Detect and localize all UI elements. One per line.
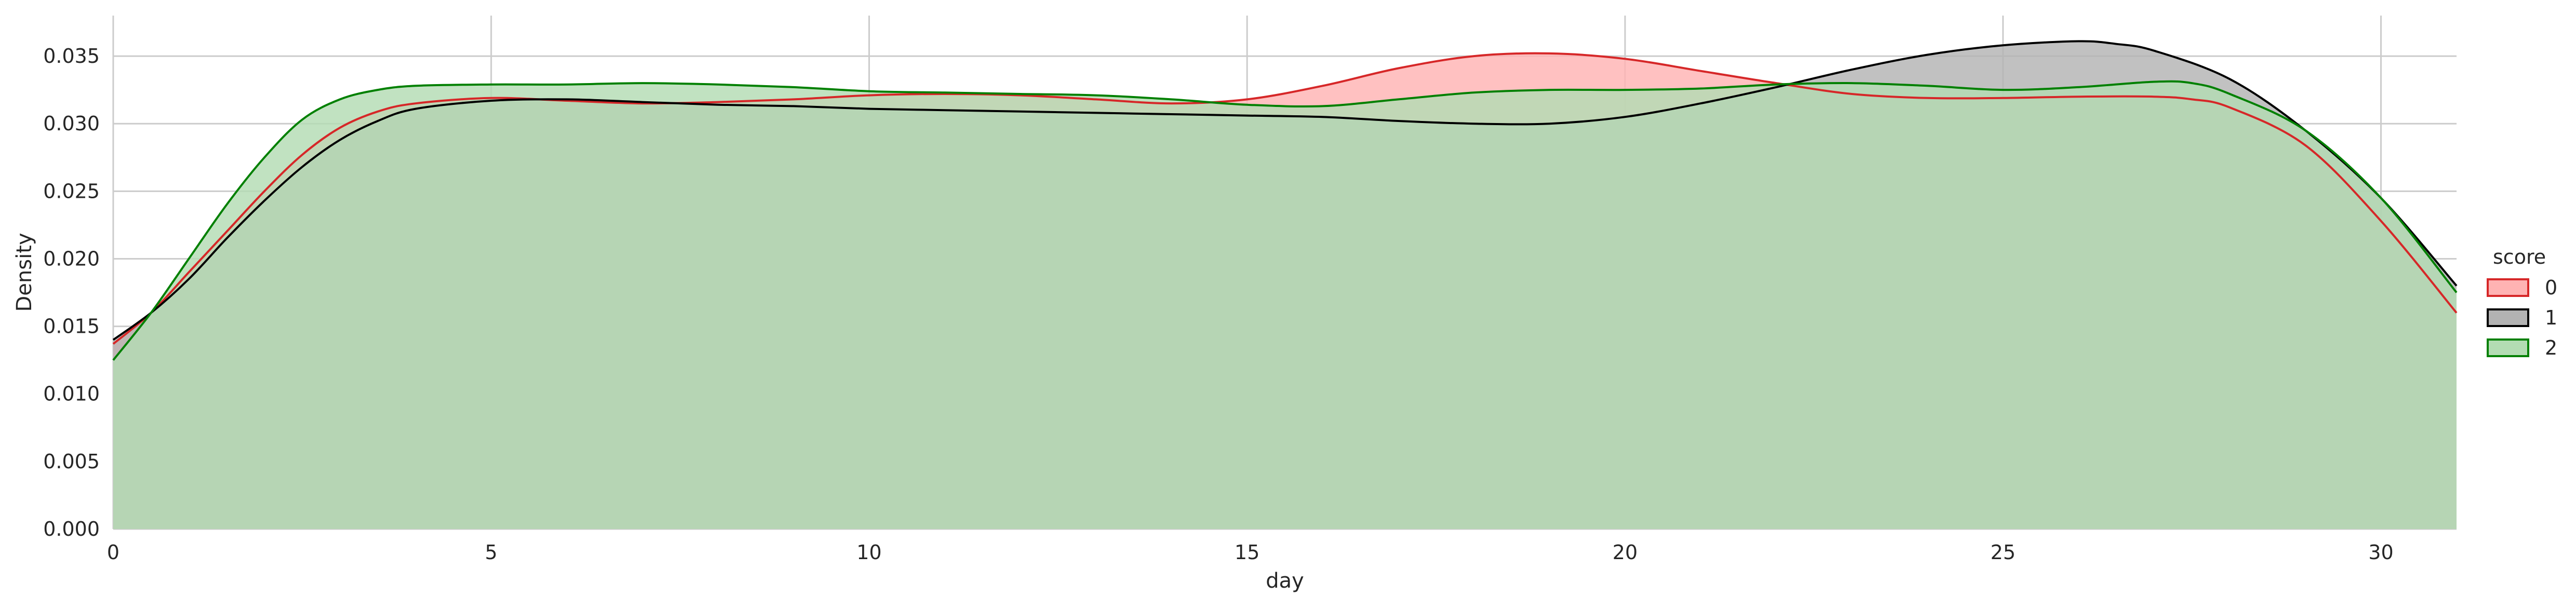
x-tick-label: 0 (107, 541, 119, 564)
y-tick-label: 0.005 (43, 450, 100, 473)
legend-label-score-2: 2 (2545, 336, 2557, 359)
legend-swatch-score-0 (2487, 278, 2529, 297)
legend-title: score (2493, 246, 2546, 268)
y-tick-label: 0.020 (43, 247, 100, 270)
x-tick-label: 25 (1991, 541, 2016, 564)
x-tick-label: 5 (485, 541, 498, 564)
density-line-score-2 (112, 80, 2458, 361)
x-tick-label: 10 (856, 541, 881, 564)
x-tick-label: 15 (1235, 541, 1259, 564)
legend-label-score-1: 1 (2545, 306, 2557, 329)
axis-layer: 0 5 10 15 20 25 30 0.000 0.005 0.010 0.015 0.020 0.0… (12, 45, 2394, 593)
series-layer (112, 40, 2458, 529)
y-tick-label: 0.025 (43, 180, 100, 202)
x-tick-label: 20 (1613, 541, 1638, 564)
y-tick-label: 0.015 (43, 315, 100, 338)
density-line-score-1 (112, 40, 2458, 341)
x-tick-label: 30 (2368, 541, 2393, 564)
legend: score 0 1 2 (2487, 246, 2557, 359)
legend-swatch-score-1 (2487, 308, 2529, 327)
x-axis-label: day (1266, 569, 1304, 593)
legend-swatch-score-2 (2487, 338, 2529, 357)
y-tick-label: 0.000 (43, 518, 100, 540)
density-line-score-0 (112, 52, 2458, 345)
y-tick-label: 0.035 (43, 45, 100, 67)
y-axis-label: Density (12, 233, 36, 311)
legend-label-score-0: 0 (2545, 276, 2557, 299)
density-area-score-2 (113, 81, 2457, 529)
y-tick-label: 0.010 (43, 383, 100, 405)
y-tick-label: 0.030 (43, 112, 100, 135)
